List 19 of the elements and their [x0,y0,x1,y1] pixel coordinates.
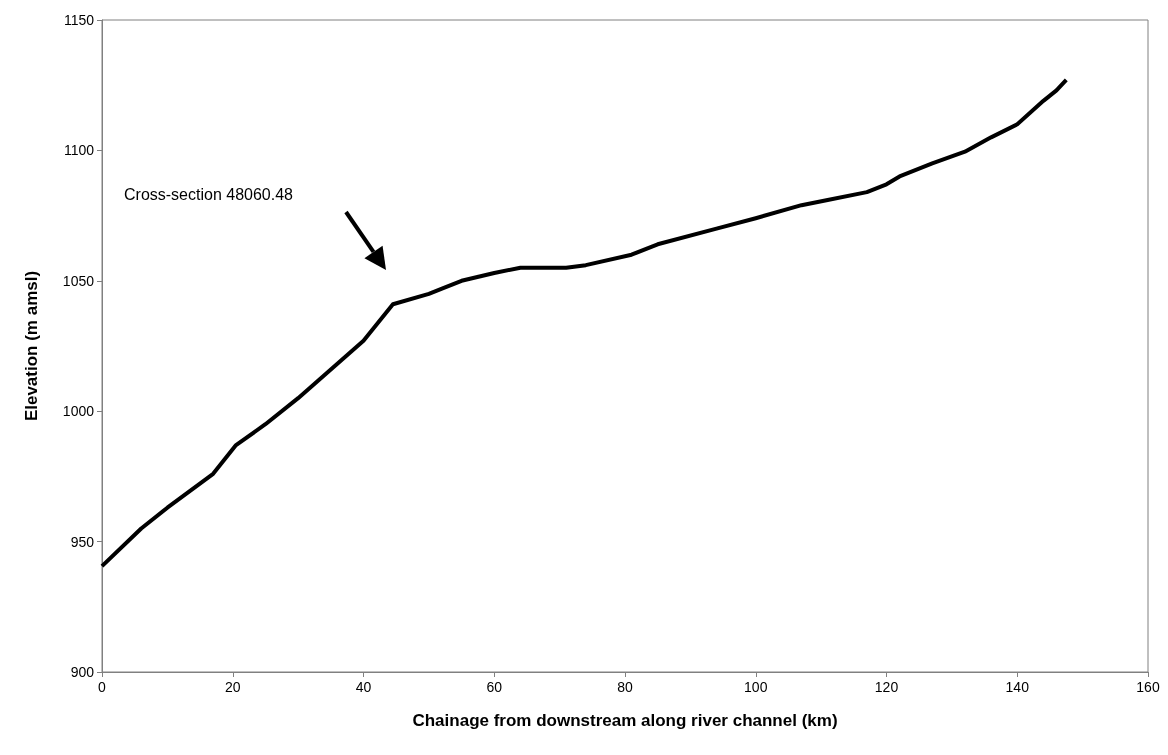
x-tick-label: 140 [1005,679,1030,695]
annotation: Cross-section 48060.48 [124,185,294,203]
x-tick-label: 100 [744,679,768,695]
y-tick-label: 950 [70,533,95,550]
x-tick-label: 60 [486,679,503,695]
y-tick-label: 1050 [62,272,95,289]
x-tick-label: 20 [224,679,241,695]
y-tick-label: 900 [70,664,95,680]
y-tick-label: 1000 [62,403,95,420]
x-tick-label: 120 [874,679,899,695]
x-tick-label: 0 [98,679,107,695]
x-tick-label: 40 [355,679,372,695]
x-axis-title: Chainage from downstream along river channel (km) [412,711,838,730]
y-axis-title: Elevation (m amsl) [22,270,41,422]
y-tick-label: 1150 [63,12,95,28]
x-tick-label: 80 [617,679,633,695]
y-tick-label: 1100 [63,142,95,159]
x-tick-label: 160 [1136,679,1160,695]
line-series [100,77,1069,569]
